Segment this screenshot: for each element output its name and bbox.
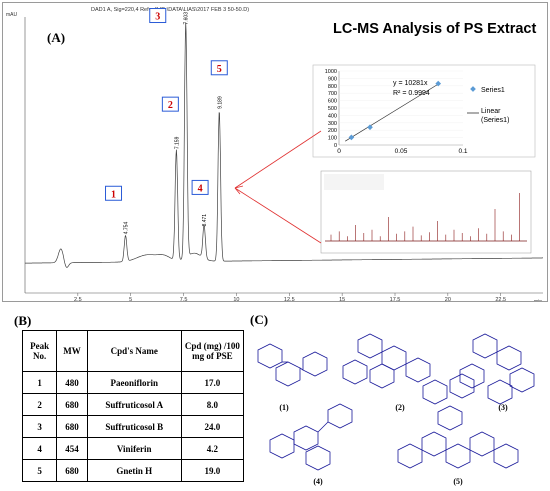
structure-3-drawing — [459, 333, 535, 405]
table-row: 1 480 Paeoniflorin 17.0 — [21, 371, 245, 394]
x-tick-label: 0 — [337, 148, 341, 155]
y-tick-label: 400 — [328, 113, 337, 119]
panel-a-label: (A) — [47, 30, 65, 45]
panel-a: DAD1 A, Sig=220,4 Ref=off (D:\DATA\LIAS\… — [2, 2, 548, 302]
y-tick-label: 600 — [328, 99, 337, 105]
peak-box-2: 2 — [161, 96, 179, 112]
x-tick-label: 10 — [233, 297, 239, 302]
svg-text:5: 5 — [217, 64, 222, 75]
y-tick-label: 100 — [328, 136, 337, 142]
ms-header-block — [324, 174, 384, 190]
panel-c-label: (C) — [250, 312, 268, 327]
peak-box-1: 1 — [105, 185, 123, 201]
y-tick-label: 800 — [328, 84, 337, 90]
inset-frame — [312, 64, 536, 158]
x-tick-label: 17.5 — [390, 297, 401, 302]
chromatogram: DAD1 A, Sig=220,4 Ref=off (D:\DATA\LIAS\… — [6, 7, 543, 302]
callout-arrows — [234, 130, 322, 244]
table-row: 3 680 Suffruticosol B 24.0 — [21, 415, 245, 438]
chromatogram-trace — [25, 22, 543, 268]
svg-text:3: 3 — [155, 12, 160, 23]
data-point — [435, 80, 442, 87]
x-tick-label: 20 — [445, 297, 451, 302]
table-row: 4 454 Viniferin 4.2 — [21, 437, 245, 460]
structure-4-label: (4) — [313, 477, 323, 486]
x-tick-label: 0.05 — [395, 148, 408, 155]
y-tick-label: 500 — [328, 106, 337, 112]
peak-boxes: 1 2 3 4 5 — [105, 8, 228, 201]
trendline — [345, 83, 440, 142]
structure-2-label: (2) — [395, 403, 405, 412]
col-amount: Cpd (mg) /100 mg of PSE — [180, 330, 245, 372]
table-row: 5 680 Gnetin H 19.0 — [21, 459, 245, 482]
panel-b-label: (B) — [14, 313, 32, 328]
legend-linear: Linear — [481, 108, 501, 115]
y-tick-label: 1000 — [325, 69, 337, 75]
equation-label: y = 10281x — [393, 80, 428, 87]
x-unit-label: min — [534, 299, 542, 302]
structures-svg: (C) (1) (2) (3) — [250, 312, 535, 486]
compound-table: Peak No. MW Cpd's Name Cpd (mg) /100 mg … — [21, 330, 245, 482]
chart-title: LC-MS Analysis of PS Extract — [333, 21, 536, 37]
peak-box-4: 4 — [191, 179, 209, 195]
y-tick-label: 700 — [328, 91, 337, 97]
peak-labels: 4.754 7.159 7.603 8.471 9.189 — [124, 12, 224, 234]
x-tick-label: 7.5 — [180, 297, 188, 302]
x-tick-label: 22.5 — [495, 297, 506, 302]
structure-1-drawing — [257, 343, 328, 387]
col-peak: Peak No. — [21, 330, 58, 372]
chromatogram-header: DAD1 A, Sig=220,4 Ref=off (D:\DATA\LIAS\… — [91, 7, 249, 13]
chromatogram-axes: 2.5 5 7.5 10 12.5 15 17.5 20 22.5 — [24, 17, 543, 302]
svg-text:2: 2 — [168, 100, 173, 111]
svg-text:1: 1 — [111, 189, 116, 200]
structure-5-label: (5) — [453, 477, 463, 486]
x-tick-label: 12.5 — [284, 297, 295, 302]
col-mw: MW — [56, 330, 88, 372]
peak-time-label: 9.189 — [217, 96, 223, 109]
structure-1-label: (1) — [279, 403, 289, 412]
legend-series1: Series1 — [481, 87, 505, 94]
col-name: Cpd's Name — [86, 330, 182, 372]
x-tick-label: 15 — [339, 297, 345, 302]
structure-2-drawing — [342, 333, 448, 405]
panel-c: (C) (1) (2) (3) — [248, 310, 548, 486]
mass-spectrum-thumbnail — [320, 170, 532, 254]
svg-text:4: 4 — [198, 183, 203, 194]
structure-3-label: (3) — [498, 403, 508, 412]
peak-time-label: 7.159 — [174, 136, 180, 149]
y-tick-label: 200 — [328, 128, 337, 134]
y-tick-label: 900 — [328, 76, 337, 82]
table-row: 2 680 Suffruticosol A 8.0 — [21, 393, 245, 416]
peak-time-label: 8.471 — [202, 214, 208, 227]
r2-label: R² = 0.9994 — [393, 90, 430, 97]
ms-bars — [330, 193, 520, 241]
structure-5-drawing — [397, 373, 519, 469]
y-tick-label: 300 — [328, 121, 337, 127]
y-unit-label: mAU — [6, 12, 18, 18]
peak-box-3: 3 — [149, 8, 167, 24]
peak-time-label: 7.603 — [184, 12, 190, 25]
x-tick-label: 5 — [129, 297, 132, 302]
x-tick-label: 2.5 — [74, 297, 82, 302]
peak-box-5: 5 — [210, 60, 228, 76]
table-header-row: Peak No. MW Cpd's Name Cpd (mg) /100 mg … — [21, 330, 245, 372]
peak-time-label: 4.754 — [124, 222, 130, 235]
y-tick-label: 0 — [334, 143, 337, 149]
x-tick-label: 0.1 — [458, 148, 467, 155]
legend-linear-2: (Series1) — [481, 117, 509, 124]
structure-4-drawing — [269, 403, 353, 471]
